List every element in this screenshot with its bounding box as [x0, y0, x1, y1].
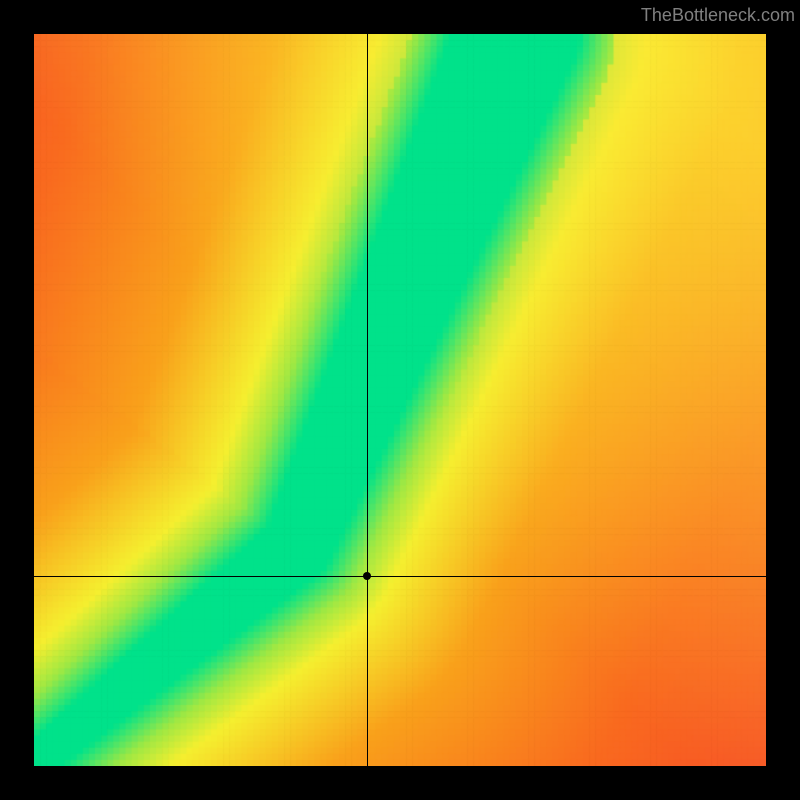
bottleneck-heatmap-chart	[34, 34, 766, 766]
crosshair-horizontal	[34, 576, 766, 577]
crosshair-vertical	[367, 34, 368, 766]
watermark-text: TheBottleneck.com	[641, 5, 795, 26]
heatmap-canvas	[34, 34, 766, 766]
marker-dot	[363, 572, 371, 580]
